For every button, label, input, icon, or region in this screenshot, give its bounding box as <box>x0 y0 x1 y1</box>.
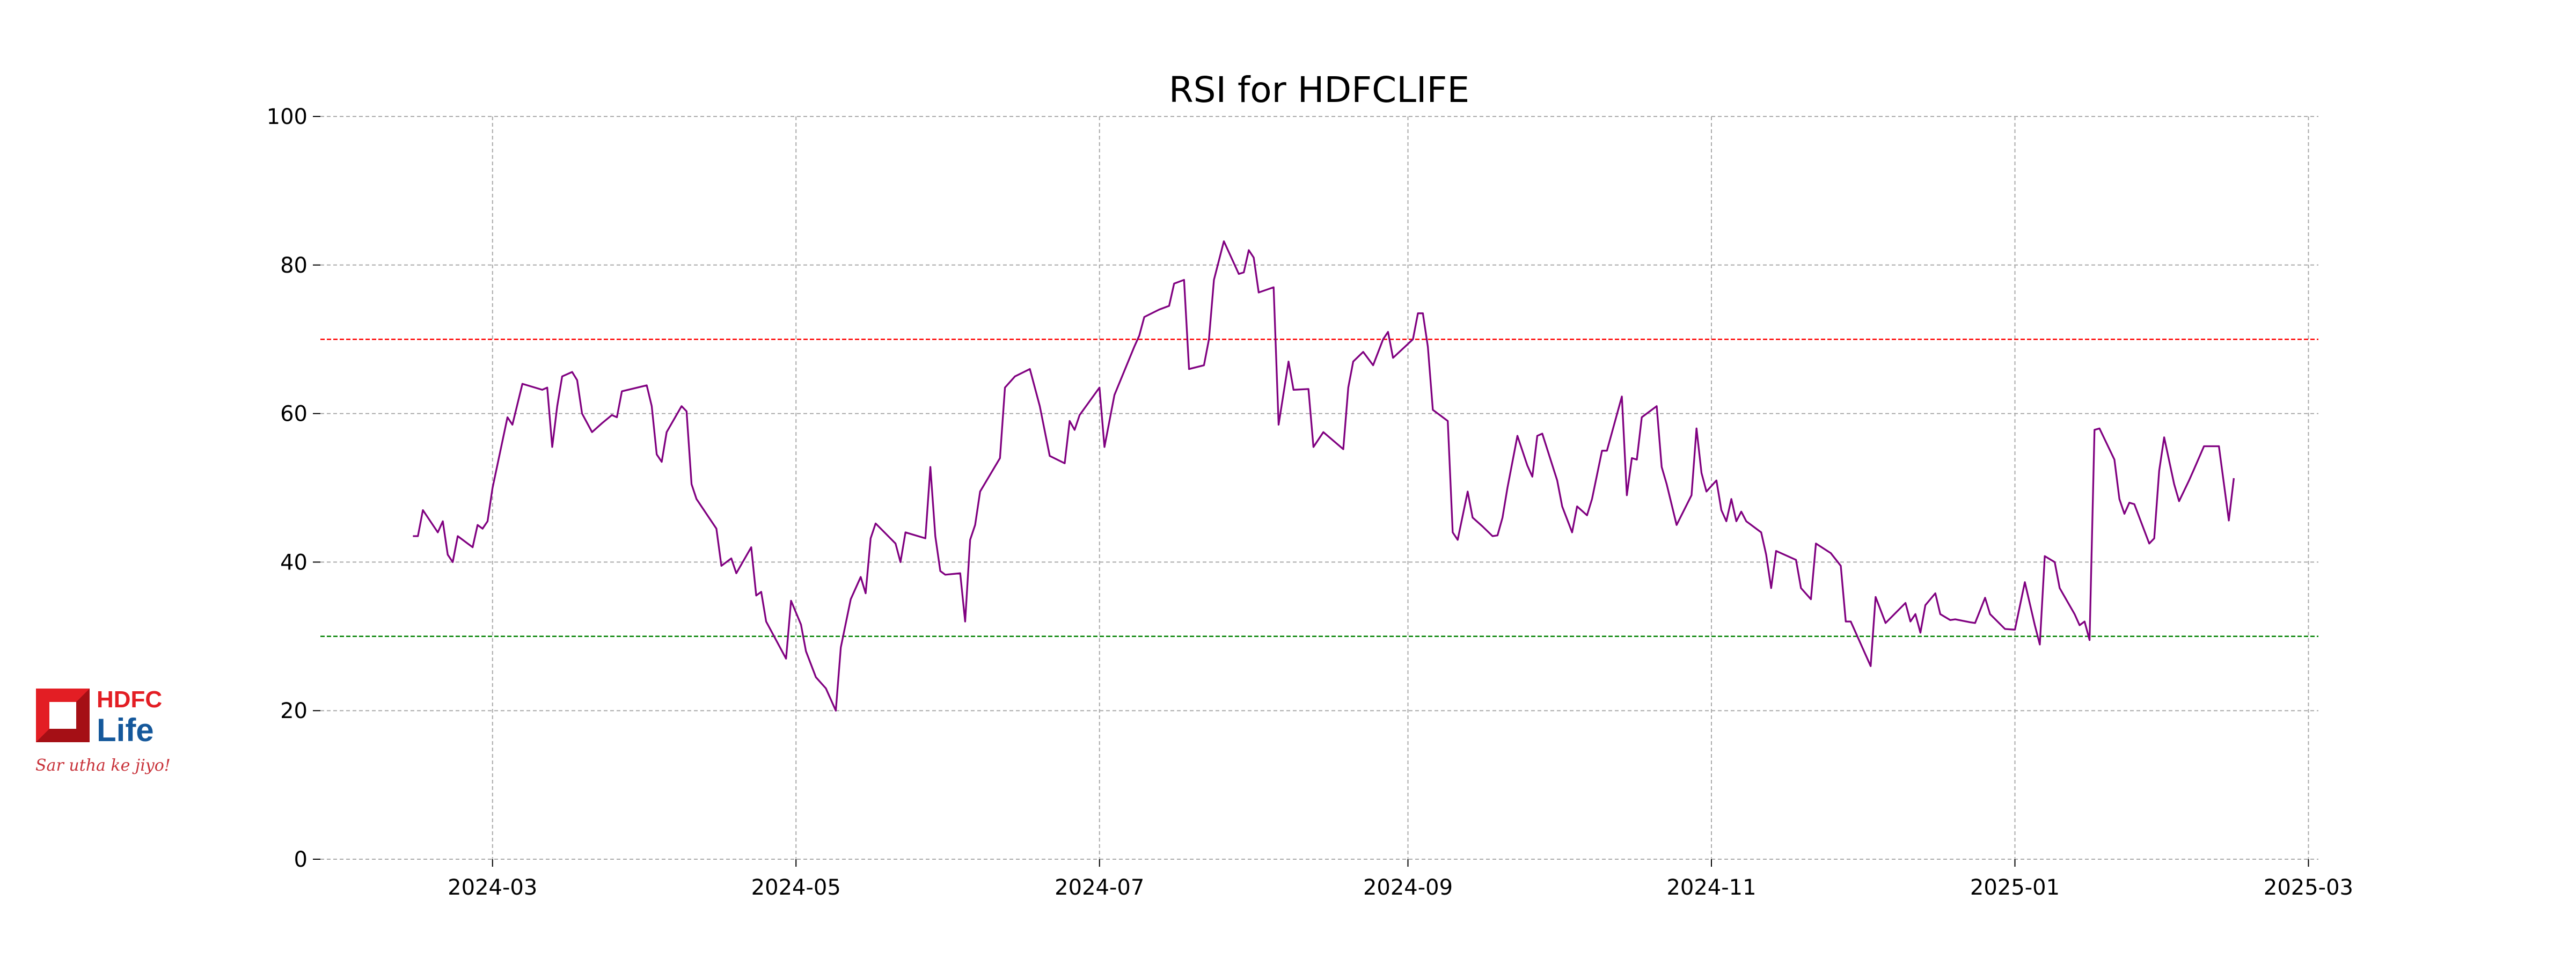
series <box>413 240 2235 712</box>
hdfc-life-logo: HDFC Life Sar utha ke jiyo! <box>33 680 173 777</box>
y-tick-label: 60 <box>280 402 308 427</box>
x-tick-label: 2024-05 <box>751 875 841 900</box>
x-tick-label: 2024-09 <box>1363 875 1453 900</box>
x-tick-label: 2024-07 <box>1055 875 1144 900</box>
x-tick-label: 2025-03 <box>2264 875 2353 900</box>
y-tick-label: 40 <box>280 550 308 575</box>
y-tick-label: 0 <box>294 847 308 872</box>
y-tick-label: 100 <box>267 105 308 129</box>
x-tick-label: 2025-01 <box>1970 875 2060 900</box>
chart-title: RSI for HDFCLIFE <box>1169 69 1469 111</box>
reference-lines <box>320 338 2318 638</box>
y-tick-label: 20 <box>280 699 308 723</box>
logo-hdfc-text: HDFC <box>97 686 162 713</box>
y-tick-label: 80 <box>280 253 308 278</box>
y-axis: 0 20 40 60 80 100 <box>267 105 320 872</box>
rsi-line <box>413 240 2235 712</box>
logo-mark: HDFC Life Sar utha ke jiyo! <box>35 686 171 775</box>
x-axis: 2024-03 2024-05 2024-07 2024-09 2024-11 2025-… <box>448 859 2353 900</box>
x-tick-label: 2024-03 <box>448 875 537 900</box>
logo-tagline: Sar utha ke jiyo! <box>35 756 171 775</box>
x-tick-label: 2024-11 <box>1666 875 1756 900</box>
logo-life-text: Life <box>97 712 154 748</box>
grid <box>320 116 2318 860</box>
